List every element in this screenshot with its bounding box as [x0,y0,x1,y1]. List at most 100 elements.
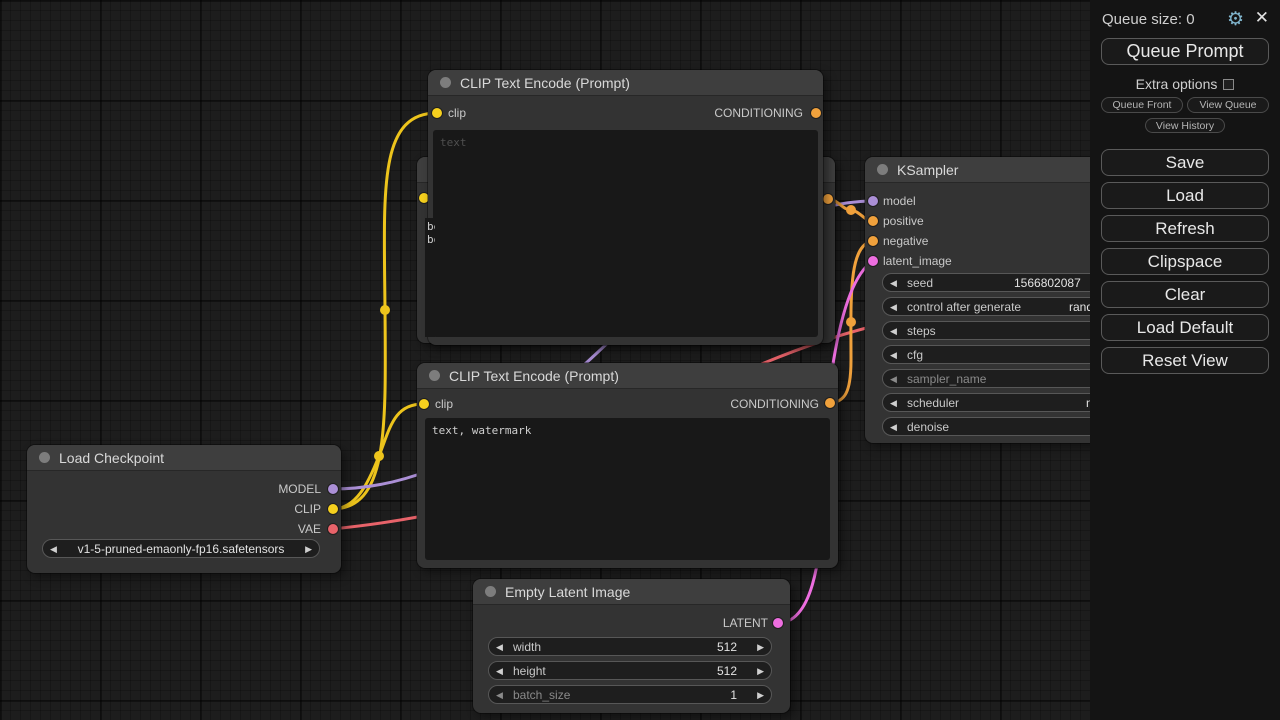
node-title: Empty Latent Image [505,583,631,600]
node-clip-text-encode-negative[interactable]: CLIP Text Encode (Prompt) clip CONDITION… [417,363,838,568]
widget-label: seed [907,276,934,290]
negative-input-dot[interactable] [868,236,878,246]
conditioning-output-dot[interactable] [825,398,835,408]
decrement-arrow-icon[interactable] [890,373,897,385]
vae-output-dot[interactable] [328,524,338,534]
steps-widget[interactable]: steps [882,321,1128,340]
widget-value: 512 [716,664,737,678]
node-clip-text-encode-top[interactable]: CLIP Text Encode (Prompt) clip CONDITION… [428,70,823,345]
positive-input-label: positive [883,214,924,228]
batch-size-widget[interactable]: batch_size 1 [488,685,772,704]
prompt-textarea[interactable]: text [433,130,818,337]
node-header[interactable]: CLIP Text Encode (Prompt) [428,70,823,96]
node-header[interactable]: CLIP Text Encode (Prompt) [417,363,838,389]
save-button[interactable]: Save [1101,149,1269,176]
collapse-dot-icon[interactable] [485,586,496,597]
decrement-arrow-icon[interactable] [496,641,503,653]
sampler-name-widget[interactable]: sampler_name [882,369,1128,388]
queue-prompt-button[interactable]: Queue Prompt [1101,38,1269,65]
node-title: CLIP Text Encode (Prompt) [460,74,630,91]
link-dot[interactable] [374,451,384,461]
decrement-arrow-icon[interactable] [890,349,897,361]
settings-gear-icon[interactable] [1227,8,1244,31]
model-output-label: MODEL [278,482,321,496]
ckpt-name-value: v1-5-pruned-emaonly-fp16.safetensors [77,542,285,556]
node-title: CLIP Text Encode (Prompt) [449,367,619,384]
collapse-dot-icon[interactable] [440,77,451,88]
scheduler-widget[interactable]: scheduler normal [882,393,1128,412]
clipspace-button[interactable]: Clipspace [1101,248,1269,275]
widget-label: width [513,640,542,654]
ckpt-name-combo[interactable]: v1-5-pruned-emaonly-fp16.safetensors [42,539,320,558]
link-dot[interactable] [846,205,856,215]
link-dot[interactable] [380,305,390,315]
widget-label: scheduler [907,396,960,410]
clip-output-dot[interactable] [328,504,338,514]
clip-input-label: clip [435,397,454,411]
collapse-dot-icon[interactable] [39,452,50,463]
load-button[interactable]: Load [1101,182,1269,209]
conditioning-output-label: CONDITIONING [730,397,819,411]
clear-button[interactable]: Clear [1101,281,1269,308]
widget-label: height [513,664,546,678]
conditioning-output-label: CONDITIONING [714,106,803,120]
extra-options-checkbox[interactable] [1223,78,1235,90]
node-header[interactable]: Load Checkpoint [27,445,341,471]
cfg-widget[interactable]: cfg [882,345,1128,364]
height-widget[interactable]: height 512 [488,661,772,680]
decrement-arrow-icon[interactable] [890,301,897,313]
widget-label: control after generate [907,300,1022,314]
reset-view-button[interactable]: Reset View [1101,347,1269,374]
decrement-arrow-icon[interactable] [890,325,897,337]
link-dot[interactable] [846,317,856,327]
node-load-checkpoint[interactable]: Load Checkpoint MODEL CLIP VAE v1-5-prun… [27,445,341,573]
clip-output-label: CLIP [294,502,321,516]
hidden-prompt-textarea[interactable]: be bo [425,218,435,337]
denoise-widget[interactable]: denoise [882,417,1128,436]
widget-label: cfg [907,348,924,362]
clip-input-dot[interactable] [419,399,429,409]
close-icon[interactable] [1255,8,1269,28]
refresh-button[interactable]: Refresh [1101,215,1269,242]
node-title: KSampler [897,161,959,178]
view-history-button[interactable]: View History [1145,118,1225,133]
node-empty-latent-image[interactable]: Empty Latent Image LATENT width 512 heig… [473,579,790,713]
queue-front-button[interactable]: Queue Front [1101,97,1183,113]
decrement-arrow-icon[interactable] [890,277,897,289]
load-default-button[interactable]: Load Default [1101,314,1269,341]
latent-image-input-dot[interactable] [868,256,878,266]
wire-negative [828,239,875,405]
latent-output-dot[interactable] [773,618,783,628]
decrement-arrow-icon[interactable] [890,397,897,409]
decrement-arrow-icon[interactable] [890,421,897,433]
increment-arrow-icon[interactable] [305,543,312,555]
collapse-dot-icon[interactable] [429,370,440,381]
clip-input-dot[interactable] [419,193,429,203]
decrement-arrow-icon[interactable] [496,665,503,677]
decrement-arrow-icon[interactable] [496,689,503,701]
queue-size-label: Queue size: 0 [1102,11,1195,28]
increment-arrow-icon[interactable] [757,641,764,653]
widget-label: steps [907,324,936,338]
seed-widget[interactable]: seed 1566802087 [882,273,1128,292]
widget-label: batch_size [513,688,571,702]
view-queue-button[interactable]: View Queue [1187,97,1269,113]
positive-input-dot[interactable] [868,216,878,226]
latent-output-label: LATENT [722,616,768,630]
conditioning-output-dot[interactable] [823,194,833,204]
vae-output-label: VAE [297,522,321,536]
collapse-dot-icon[interactable] [877,164,888,175]
node-title: Load Checkpoint [59,449,165,466]
increment-arrow-icon[interactable] [757,689,764,701]
comfy-menu: Queue size: 0 Queue Prompt Extra options… [1090,0,1280,720]
node-header[interactable]: Empty Latent Image [473,579,790,605]
clip-input-dot[interactable] [432,108,442,118]
clip-input-label: clip [448,106,467,120]
increment-arrow-icon[interactable] [757,665,764,677]
model-output-dot[interactable] [328,484,338,494]
prompt-textarea[interactable]: text, watermark [425,418,830,560]
conditioning-output-dot[interactable] [811,108,821,118]
width-widget[interactable]: width 512 [488,637,772,656]
widget-label: denoise [907,420,950,434]
model-input-dot[interactable] [868,196,878,206]
